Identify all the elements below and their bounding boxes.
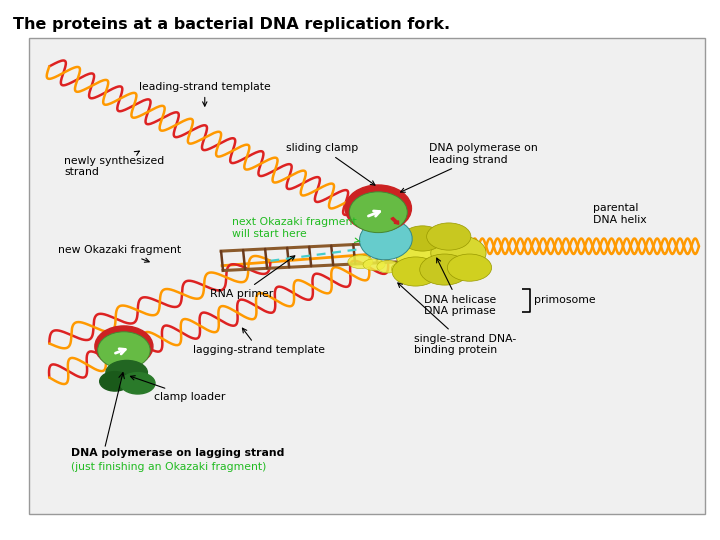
Ellipse shape — [120, 373, 155, 394]
Ellipse shape — [392, 257, 439, 286]
Text: RNA primer: RNA primer — [210, 256, 294, 299]
Text: single-strand DNA-
binding protein: single-strand DNA- binding protein — [398, 283, 516, 355]
Text: new Okazaki fragment: new Okazaki fragment — [58, 245, 181, 262]
Text: sliding clamp: sliding clamp — [286, 143, 375, 185]
Ellipse shape — [106, 361, 148, 384]
Text: parental
DNA helix: parental DNA helix — [593, 204, 646, 225]
Ellipse shape — [392, 263, 412, 274]
Text: newly synthesized
strand: newly synthesized strand — [65, 151, 165, 177]
Ellipse shape — [402, 226, 444, 251]
Circle shape — [108, 335, 140, 357]
Circle shape — [349, 192, 408, 233]
Ellipse shape — [396, 235, 462, 276]
Ellipse shape — [427, 223, 471, 250]
Text: DNA polymerase on lagging strand: DNA polymerase on lagging strand — [71, 448, 284, 458]
Ellipse shape — [431, 235, 486, 271]
Text: (just finishing an Okazaki fragment): (just finishing an Okazaki fragment) — [71, 462, 266, 472]
Ellipse shape — [377, 260, 399, 273]
Circle shape — [345, 185, 411, 232]
Circle shape — [98, 332, 150, 369]
Text: lagging-strand template: lagging-strand template — [193, 328, 325, 355]
Text: leading-strand template: leading-strand template — [139, 82, 271, 106]
Text: DNA polymerase on
leading strand: DNA polymerase on leading strand — [400, 143, 538, 192]
Text: next Okazaki fragment
will start here: next Okazaki fragment will start here — [233, 217, 360, 242]
Text: DNA helicase
DNA primase: DNA helicase DNA primase — [424, 258, 496, 316]
Circle shape — [360, 195, 397, 221]
Ellipse shape — [363, 259, 385, 271]
Ellipse shape — [420, 254, 469, 285]
Ellipse shape — [447, 254, 492, 281]
Ellipse shape — [99, 372, 130, 391]
Text: The proteins at a bacterial DNA replication fork.: The proteins at a bacterial DNA replicat… — [13, 17, 450, 32]
Text: primosome: primosome — [534, 295, 596, 306]
Ellipse shape — [359, 219, 413, 260]
Text: clamp loader: clamp loader — [130, 376, 225, 402]
FancyArrow shape — [391, 218, 399, 224]
Circle shape — [95, 326, 153, 367]
Ellipse shape — [348, 255, 373, 268]
